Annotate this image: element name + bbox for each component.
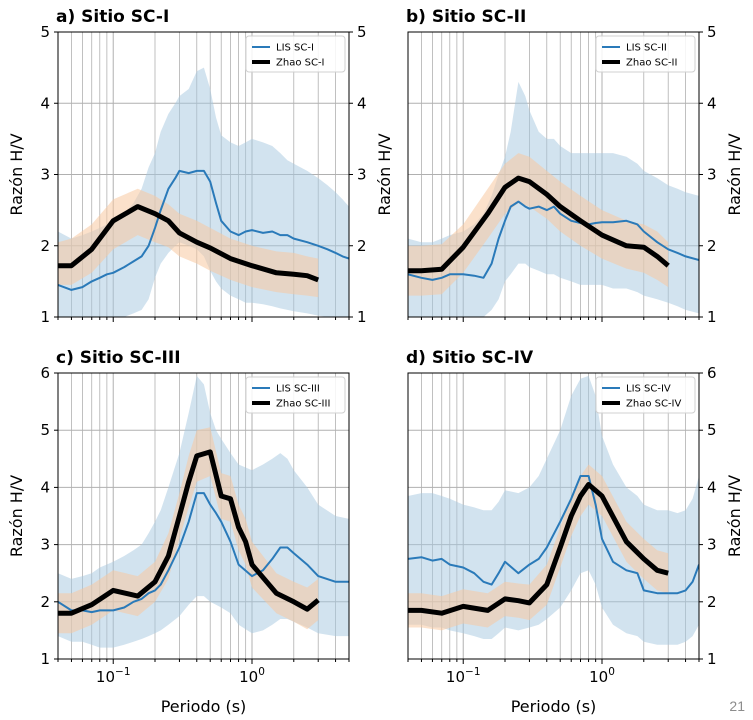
- y-tick-label: 4: [40, 94, 50, 112]
- zhao-line: [408, 175, 670, 274]
- x-axis-label: Periodo (s): [511, 697, 597, 716]
- zhao-band: [408, 153, 669, 296]
- y-tick-label: 3: [40, 166, 50, 184]
- x-tick-label: 10−1: [446, 666, 481, 686]
- legend-label: LIS SC-II: [626, 43, 667, 54]
- axes-frame: [407, 372, 700, 660]
- y-tick-label: 1: [40, 650, 50, 668]
- lis-line: [408, 475, 699, 595]
- legend-label: Zhao SC-II: [626, 58, 677, 69]
- legend-label: LIS SC-III: [276, 384, 320, 395]
- x-tick-label: 100: [239, 666, 265, 686]
- y-tick-label: 1: [707, 650, 717, 668]
- y-tick-label: 1: [357, 308, 367, 326]
- panel-1: a) Sitio SC-I 1 1 2 2 3 3 4 4 5 5 Razón H/V Razón H/…: [7, 7, 394, 326]
- legend: LIS SC-IV Zhao SC-IV: [595, 376, 696, 414]
- x-axis-label: Periodo (s): [161, 697, 247, 716]
- plot-area: [408, 81, 699, 317]
- zhao-band: [58, 427, 319, 634]
- legend-label: LIS SC-I: [276, 43, 314, 54]
- plot-area: [58, 67, 349, 317]
- y-tick-label: 2: [707, 593, 717, 611]
- y-tick-label: 1: [40, 308, 50, 326]
- panel-2: b) Sitio SC-II 1 2 3 4 5 Razón H/V LIS SC-II Zha…: [406, 7, 744, 326]
- panel-title: c) Sitio SC-III: [56, 348, 181, 368]
- axes-frame: [57, 372, 350, 660]
- lis-line: [58, 492, 349, 614]
- y-tick-label: 5: [40, 23, 50, 41]
- y-tick-label: 5: [357, 23, 367, 41]
- zhao-line: [58, 449, 320, 616]
- legend-box: [595, 35, 696, 73]
- panel-title: d) Sitio SC-IV: [406, 348, 534, 368]
- panel-3: c) Sitio SC-III 1 2 3 4 5 6 Razón H/V 10−1 100 Per…: [7, 348, 350, 716]
- y-axis-label: Razón H/V: [7, 133, 26, 215]
- y-axis-label: Razón H/V: [375, 133, 394, 215]
- y-tick-label: 4: [707, 94, 717, 112]
- legend-box: [245, 35, 346, 73]
- y-tick-label: 5: [707, 23, 717, 41]
- y-tick-label: 3: [707, 166, 717, 184]
- y-axis-label: Razón H/V: [725, 475, 744, 557]
- y-axis-label: Razón H/V: [7, 475, 26, 557]
- panel-title: a) Sitio SC-I: [56, 7, 169, 27]
- legend: LIS SC-II Zhao SC-II: [595, 35, 696, 73]
- legend-box: [245, 376, 346, 414]
- lis-band: [408, 375, 699, 645]
- y-tick-label: 3: [40, 536, 50, 554]
- panel-4: d) Sitio SC-IV 1 2 3 4 5 6 Razón H/V 10−1 100 Peri…: [406, 348, 744, 716]
- legend-label: Zhao SC-I: [276, 58, 325, 69]
- y-axis-label: Razón H/V: [725, 133, 744, 215]
- y-tick-label: 6: [707, 364, 717, 382]
- legend: LIS SC-III Zhao SC-III: [245, 376, 346, 414]
- y-tick-label: 4: [357, 94, 367, 112]
- plot-area: [58, 375, 349, 648]
- y-tick-label: 2: [707, 237, 717, 255]
- legend: LIS SC-I Zhao SC-I: [245, 35, 346, 73]
- zhao-line: [408, 482, 669, 616]
- y-tick-label: 2: [40, 237, 50, 255]
- y-tick-label: 6: [40, 364, 50, 382]
- y-tick-label: 5: [707, 421, 717, 439]
- y-tick-label: 2: [40, 593, 50, 611]
- zhao-line: [58, 204, 320, 283]
- legend-box: [595, 376, 696, 414]
- y-tick-label: 3: [707, 536, 717, 554]
- y-tick-label: 3: [357, 166, 367, 184]
- legend-label: Zhao SC-IV: [626, 399, 682, 410]
- y-tick-label: 4: [707, 478, 717, 496]
- y-tick-label: 4: [40, 478, 50, 496]
- plot-area: [408, 375, 699, 645]
- lis-line: [58, 169, 349, 291]
- y-tick-label: 1: [707, 308, 717, 326]
- zhao-band: [408, 464, 669, 631]
- legend-label: Zhao SC-III: [276, 399, 330, 410]
- slide-number: 21: [729, 698, 745, 714]
- x-tick-label: 100: [589, 666, 615, 686]
- y-tick-label: 5: [40, 421, 50, 439]
- x-tick-label: 10−1: [96, 666, 131, 686]
- lis-line: [408, 200, 699, 281]
- y-tick-label: 2: [357, 237, 367, 255]
- panel-title: b) Sitio SC-II: [406, 7, 526, 27]
- legend-label: LIS SC-IV: [626, 384, 671, 395]
